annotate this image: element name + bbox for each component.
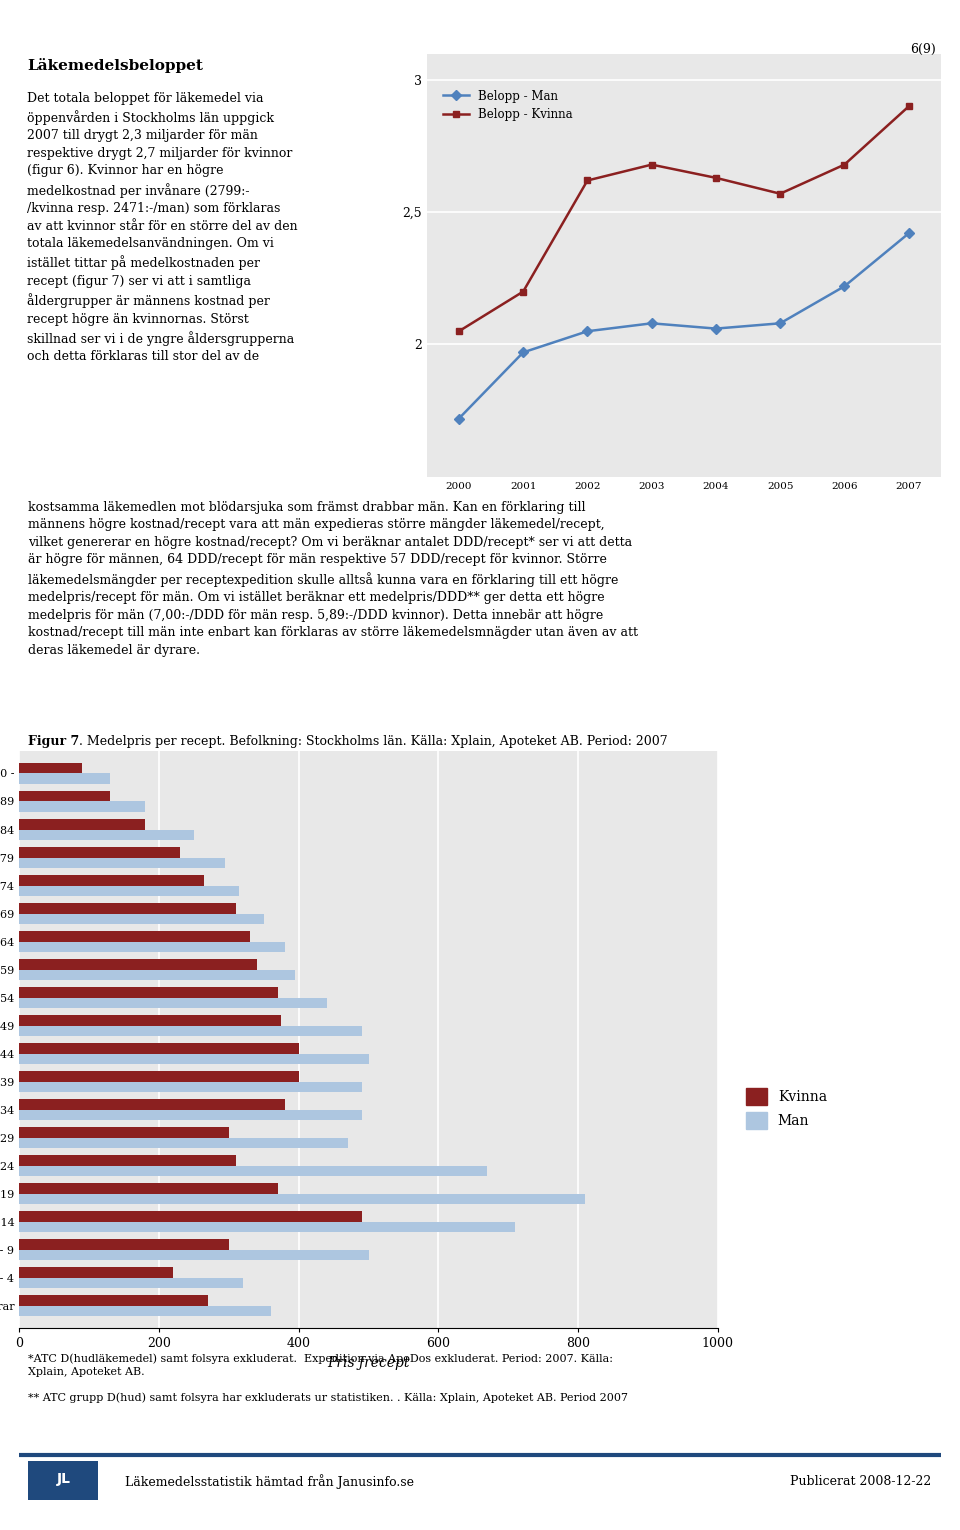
Bar (19, 1128, 228, 1138)
Belopp - Kvinna (903, 98, 915, 116)
Bar (19, 819, 145, 829)
Bar (19, 848, 180, 857)
Bar (19, 1267, 173, 1278)
Bar (19, 1014, 281, 1025)
Bar (19, 1109, 362, 1120)
Bar (19, 1025, 362, 1036)
Bar (19, 774, 110, 785)
Belopp - Kvinna (775, 185, 786, 203)
Line: Belopp - Kvinna: Belopp - Kvinna (455, 103, 912, 335)
Bar (19, 998, 326, 1008)
Bar (19, 913, 264, 924)
Belopp - Man (839, 277, 851, 295)
Bar (19, 802, 145, 812)
Belopp - Man (646, 314, 658, 332)
Belopp - Man (453, 410, 465, 428)
Bar (19, 875, 204, 886)
Bar (19, 1138, 348, 1149)
Bar (19, 987, 277, 998)
Legend: Belopp - Man, Belopp - Kvinna: Belopp - Man, Belopp - Kvinna (438, 84, 577, 125)
Bar (19, 1193, 586, 1204)
Text: kostsamma läkemedlen mot blödarsjuka som främst drabbar män. Kan en förklaring t: kostsamma läkemedlen mot blödarsjuka som… (29, 500, 638, 656)
Text: Läkemedelsbeloppet: Läkemedelsbeloppet (27, 58, 203, 73)
Legend: Kvinna, Man: Kvinna, Man (740, 1083, 832, 1135)
Bar (19, 829, 194, 840)
Bar (19, 1155, 236, 1166)
Bar (19, 1239, 228, 1250)
Text: ** ATC grupp D(hud) samt folsyra har exkluderats ur statistiken. . Källa: Xplain: ** ATC grupp D(hud) samt folsyra har exk… (29, 1392, 629, 1403)
Text: Det totala beloppet för läkemedel via
öppenvården i Stockholms län uppgick
2007 : Det totala beloppet för läkemedel via öp… (27, 92, 298, 363)
Text: Figur 7: Figur 7 (29, 736, 80, 748)
Bar (19, 1082, 362, 1092)
Bar (19, 857, 226, 868)
Bar (19, 1212, 362, 1221)
Belopp - Man (582, 321, 593, 340)
Bar (19, 1183, 277, 1193)
Bar (19, 1294, 208, 1305)
Line: Belopp - Man: Belopp - Man (455, 230, 912, 422)
Bar (19, 1166, 488, 1177)
Bar (19, 970, 295, 981)
Bar (19, 1043, 299, 1054)
Bar (29, 1461, 98, 1499)
Text: JL: JL (57, 1472, 70, 1486)
Text: Publicerat 2008-12-22: Publicerat 2008-12-22 (790, 1475, 931, 1489)
Belopp - Kvinna (839, 156, 851, 174)
Bar (19, 1250, 369, 1261)
Text: . Medelpris per recept. Befolkning: Stockholms län. Källa: Xplain, Apoteket AB. : . Medelpris per recept. Befolkning: Stoc… (79, 736, 668, 748)
Bar (19, 1054, 369, 1065)
Bar (19, 1071, 299, 1082)
Bar (19, 1305, 271, 1316)
Bar (19, 930, 250, 941)
Bar (19, 763, 83, 774)
Belopp - Kvinna (646, 156, 658, 174)
X-axis label: Pris ƒrecept: Pris ƒrecept (327, 1356, 410, 1369)
Text: 6(9): 6(9) (910, 43, 936, 55)
Bar (19, 941, 285, 952)
Text: Läkemedelsstatistik hämtad från Janusinfo.se: Läkemedelsstatistik hämtad från Janusinf… (125, 1475, 414, 1489)
Belopp - Kvinna (582, 171, 593, 190)
Belopp - Kvinna (710, 168, 722, 187)
Belopp - Kvinna (517, 283, 529, 301)
Text: *ATC D(hudläkemedel) samt folsyra exkluderat.  Expedition via ApoDos exkluderat.: *ATC D(hudläkemedel) samt folsyra exklud… (29, 1354, 613, 1377)
Belopp - Man (775, 314, 786, 332)
Bar (19, 1221, 516, 1232)
Bar (19, 959, 256, 970)
Bar (19, 1099, 285, 1109)
Bar (19, 903, 236, 913)
Belopp - Kvinna (453, 321, 465, 340)
Bar (19, 791, 110, 802)
Belopp - Man (710, 320, 722, 338)
Belopp - Man (517, 343, 529, 361)
Belopp - Man (903, 225, 915, 243)
Bar (19, 1278, 243, 1288)
Bar (19, 886, 239, 897)
